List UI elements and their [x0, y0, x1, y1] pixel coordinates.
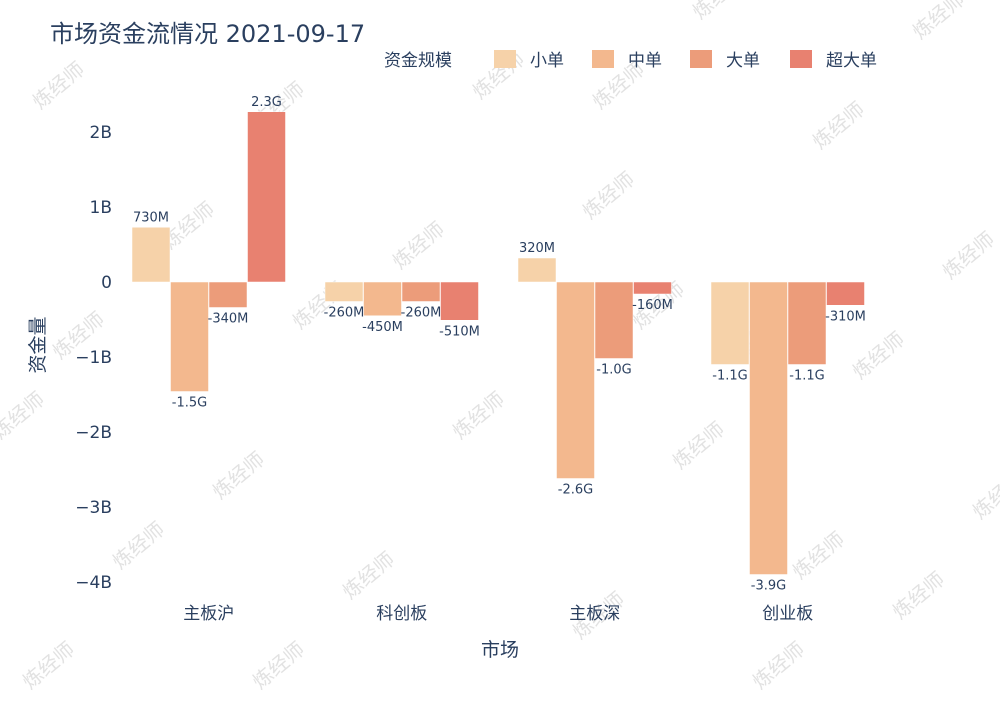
bar-创业板-超大单 — [826, 281, 865, 306]
bar-科创板-中单 — [363, 281, 402, 316]
y-tick-label: −3B — [75, 498, 112, 518]
legend-title: 资金规模 — [384, 51, 452, 71]
bar-主板深-超大单 — [633, 281, 672, 295]
watermark-text: 炼经师 — [668, 417, 729, 474]
x-tick-label: 创业板 — [762, 604, 813, 624]
legend-swatch — [690, 50, 712, 68]
y-tick-label: 2B — [90, 123, 112, 143]
watermark-text: 炼经师 — [968, 467, 1000, 524]
y-tick-label: 1B — [90, 198, 112, 218]
bar-主板沪-小单 — [131, 227, 171, 283]
watermark-text: 炼经师 — [788, 527, 849, 584]
watermark-text: 炼经师 — [848, 327, 909, 384]
bar-主板沪-大单 — [208, 281, 248, 308]
bar-创业板-小单 — [710, 281, 750, 365]
bar-主板深-大单 — [594, 281, 634, 359]
watermark-text: 炼经师 — [908, 0, 969, 44]
data-label: 320M — [519, 241, 555, 256]
data-label: 730M — [133, 210, 169, 225]
watermark-text: 炼经师 — [0, 387, 49, 444]
bar-科创板-大单 — [401, 281, 441, 302]
y-tick-label: 0 — [101, 273, 112, 293]
y-axis: 2B 1B 0 −1B −2B −3B −4B — [75, 123, 112, 593]
bar-科创板-超大单 — [440, 281, 479, 321]
watermark-text: 炼经师 — [18, 637, 79, 694]
data-label: -340M — [208, 312, 249, 327]
x-tick-label: 科创板 — [376, 604, 427, 624]
bar-科创板-小单 — [324, 281, 364, 302]
watermark-text: 炼经师 — [888, 567, 949, 624]
bars: 730M -260M 320M -1.1G -1.5G -450M -2.6G -3.9G -3… — [131, 95, 866, 594]
legend-item: 中单 — [628, 51, 662, 71]
legend-swatch — [592, 50, 614, 68]
data-label: -2.6G — [558, 483, 593, 498]
data-label: -260M — [401, 306, 442, 321]
data-label: -260M — [324, 306, 365, 321]
legend-swatch — [494, 50, 516, 68]
x-axis: 主板沪 科创板 主板深 创业板 — [183, 604, 813, 624]
data-label: -1.1G — [789, 369, 824, 384]
chart-title: 市场资金流情况 2021-09-17 — [50, 20, 365, 48]
y-tick-label: −4B — [75, 573, 112, 593]
watermark-text: 炼经师 — [578, 167, 639, 224]
data-label: -1.0G — [596, 363, 631, 378]
legend-item: 超大单 — [826, 51, 877, 71]
watermark-text: 炼经师 — [108, 517, 169, 574]
y-tick-label: −1B — [75, 348, 112, 368]
watermark-text: 炼经师 — [748, 637, 809, 694]
watermark-text: 炼经师 — [688, 0, 749, 24]
legend-item: 大单 — [726, 51, 760, 71]
y-axis-title: 资金量 — [27, 316, 49, 373]
bar-主板沪-超大单 — [247, 111, 286, 283]
watermark-text: 炼经师 — [388, 217, 449, 274]
data-label: -450M — [362, 320, 403, 335]
legend-swatch — [790, 50, 812, 68]
legend: 资金规模 小单 中单 大单 超大单 — [384, 50, 877, 71]
data-label: -1.5G — [172, 396, 207, 411]
x-axis-title: 市场 — [481, 639, 519, 661]
y-tick-label: −2B — [75, 423, 112, 443]
bar-创业板-大单 — [787, 281, 827, 365]
watermark-text: 炼经师 — [448, 387, 509, 444]
legend-item: 小单 — [530, 51, 564, 71]
data-label: -160M — [632, 298, 673, 313]
data-label: -1.1G — [712, 369, 747, 384]
data-label: -510M — [439, 324, 480, 339]
watermark-text: 炼经师 — [28, 57, 89, 114]
watermark-text: 炼经师 — [208, 447, 269, 504]
watermark-text: 炼经师 — [808, 97, 869, 154]
data-label: -310M — [825, 309, 866, 324]
bar-主板深-中单 — [556, 281, 595, 479]
watermark-text: 炼经师 — [338, 547, 399, 604]
bar-创业板-中单 — [749, 281, 788, 575]
data-label: 2.3G — [251, 95, 282, 110]
bar-主板深-小单 — [517, 257, 557, 283]
watermark-text: 炼经师 — [248, 637, 309, 694]
x-tick-label: 主板深 — [569, 604, 620, 624]
bar-主板沪-中单 — [170, 281, 209, 392]
watermark-text: 炼经师 — [938, 227, 999, 284]
x-tick-label: 主板沪 — [183, 604, 234, 624]
data-label: -3.9G — [751, 579, 786, 594]
